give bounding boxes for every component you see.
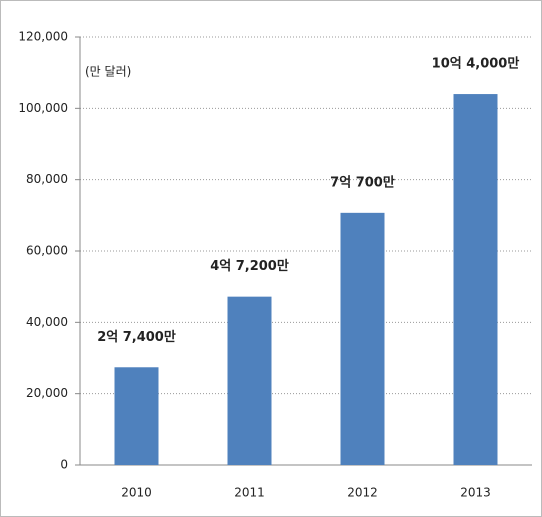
bar: [227, 296, 272, 465]
y-tick-label: 40,000: [26, 315, 68, 329]
y-tick-label: 80,000: [26, 172, 68, 186]
x-tick-label: 2013: [460, 486, 491, 500]
x-tick-label: 2010: [121, 486, 152, 500]
bar: [453, 94, 498, 466]
x-tick-label: 2011: [234, 486, 265, 500]
y-tick-label: 60,000: [26, 244, 68, 258]
value-label: 4억 7,200만: [210, 258, 289, 274]
x-tick-label: 2012: [347, 486, 378, 500]
value-label: 2억 7,400만: [97, 329, 176, 345]
value-label: 7억 700만: [330, 174, 395, 190]
unit-annotation: (만 달러): [85, 65, 131, 79]
value-label: 10억 4,000만: [432, 56, 520, 72]
y-tick-label: 100,000: [18, 101, 68, 115]
y-tick-label: 20,000: [26, 386, 68, 400]
bar: [340, 212, 385, 465]
y-tick-label: 120,000: [18, 30, 68, 44]
y-tick-label: 0: [60, 458, 68, 472]
bar: [114, 367, 159, 465]
